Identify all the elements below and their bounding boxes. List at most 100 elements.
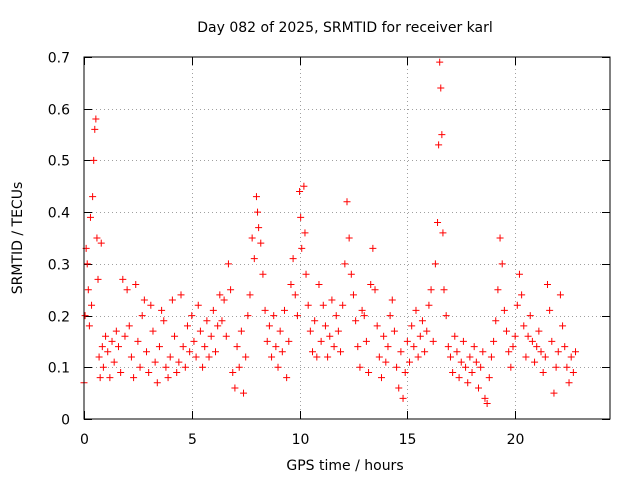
data-point bbox=[414, 353, 422, 361]
data-point bbox=[339, 301, 347, 309]
data-point bbox=[434, 218, 442, 226]
data-point bbox=[328, 296, 336, 304]
data-point bbox=[85, 322, 93, 330]
data-point bbox=[301, 229, 309, 237]
data-point bbox=[130, 374, 138, 382]
data-point bbox=[114, 343, 122, 351]
data-point bbox=[362, 337, 370, 345]
x-tick-label: 20 bbox=[507, 432, 525, 448]
data-point bbox=[194, 301, 202, 309]
data-point bbox=[108, 337, 116, 345]
data-point bbox=[235, 363, 243, 371]
data-point bbox=[399, 394, 407, 402]
data-point bbox=[343, 198, 351, 206]
data-point bbox=[97, 239, 105, 247]
data-point bbox=[439, 229, 447, 237]
y-tick-label: 0.5 bbox=[48, 154, 70, 170]
data-point bbox=[149, 327, 157, 335]
data-point bbox=[518, 291, 526, 299]
data-point bbox=[444, 343, 452, 351]
data-point bbox=[548, 337, 556, 345]
data-point bbox=[121, 332, 129, 340]
y-tick-label: 0 bbox=[61, 413, 70, 429]
data-point bbox=[140, 296, 148, 304]
data-point bbox=[242, 353, 250, 361]
data-point bbox=[466, 353, 474, 361]
data-point bbox=[543, 281, 551, 289]
data-point bbox=[117, 368, 125, 376]
data-points bbox=[80, 58, 580, 407]
data-point bbox=[490, 337, 498, 345]
data-point bbox=[240, 389, 248, 397]
y-tick-label: 0.1 bbox=[48, 361, 70, 377]
data-point bbox=[297, 213, 305, 221]
data-point bbox=[231, 384, 239, 392]
data-point bbox=[483, 399, 491, 407]
data-point bbox=[252, 193, 260, 201]
data-point bbox=[565, 379, 573, 387]
data-point bbox=[192, 353, 200, 361]
data-point bbox=[541, 353, 549, 361]
data-point bbox=[88, 301, 96, 309]
data-point bbox=[520, 322, 528, 330]
y-tick-label: 0.3 bbox=[48, 258, 70, 274]
data-point bbox=[244, 312, 252, 320]
data-point bbox=[270, 312, 278, 320]
data-point bbox=[446, 353, 454, 361]
data-point bbox=[99, 363, 107, 371]
data-point bbox=[171, 332, 179, 340]
data-point bbox=[136, 363, 144, 371]
data-point bbox=[511, 332, 519, 340]
data-point bbox=[451, 332, 459, 340]
data-point bbox=[440, 286, 448, 294]
data-point bbox=[164, 374, 172, 382]
data-point bbox=[300, 182, 308, 190]
data-point bbox=[427, 286, 435, 294]
data-point bbox=[373, 322, 381, 330]
data-point bbox=[177, 291, 185, 299]
data-point bbox=[95, 353, 103, 361]
data-point bbox=[289, 255, 297, 263]
data-point bbox=[123, 286, 131, 294]
data-point bbox=[437, 84, 445, 92]
data-point bbox=[311, 317, 319, 325]
data-point bbox=[326, 332, 334, 340]
data-point bbox=[127, 353, 135, 361]
data-point bbox=[423, 327, 431, 335]
data-point bbox=[274, 363, 282, 371]
data-point bbox=[181, 363, 189, 371]
data-point bbox=[397, 348, 405, 356]
data-point bbox=[410, 343, 418, 351]
x-tick-label: 5 bbox=[188, 432, 197, 448]
data-point bbox=[102, 332, 110, 340]
data-point bbox=[84, 286, 92, 294]
data-point bbox=[522, 353, 530, 361]
data-point bbox=[393, 363, 401, 371]
data-point bbox=[233, 343, 241, 351]
data-point bbox=[313, 353, 321, 361]
data-point bbox=[569, 368, 577, 376]
data-point bbox=[503, 327, 511, 335]
data-point bbox=[436, 58, 444, 66]
data-point bbox=[291, 291, 299, 299]
data-point bbox=[438, 131, 446, 139]
data-point bbox=[90, 156, 98, 164]
data-point bbox=[93, 234, 101, 242]
data-point bbox=[162, 363, 170, 371]
data-point bbox=[175, 358, 183, 366]
data-point bbox=[401, 368, 409, 376]
data-point bbox=[250, 255, 258, 263]
data-point bbox=[296, 187, 304, 195]
data-point bbox=[403, 337, 411, 345]
data-point bbox=[539, 368, 547, 376]
data-point bbox=[330, 343, 338, 351]
data-point bbox=[431, 260, 439, 268]
data-point bbox=[199, 363, 207, 371]
plot-frame bbox=[83, 56, 611, 420]
data-point bbox=[104, 348, 112, 356]
data-point bbox=[561, 343, 569, 351]
data-point bbox=[421, 348, 429, 356]
data-point bbox=[535, 327, 543, 335]
data-point bbox=[280, 306, 288, 314]
